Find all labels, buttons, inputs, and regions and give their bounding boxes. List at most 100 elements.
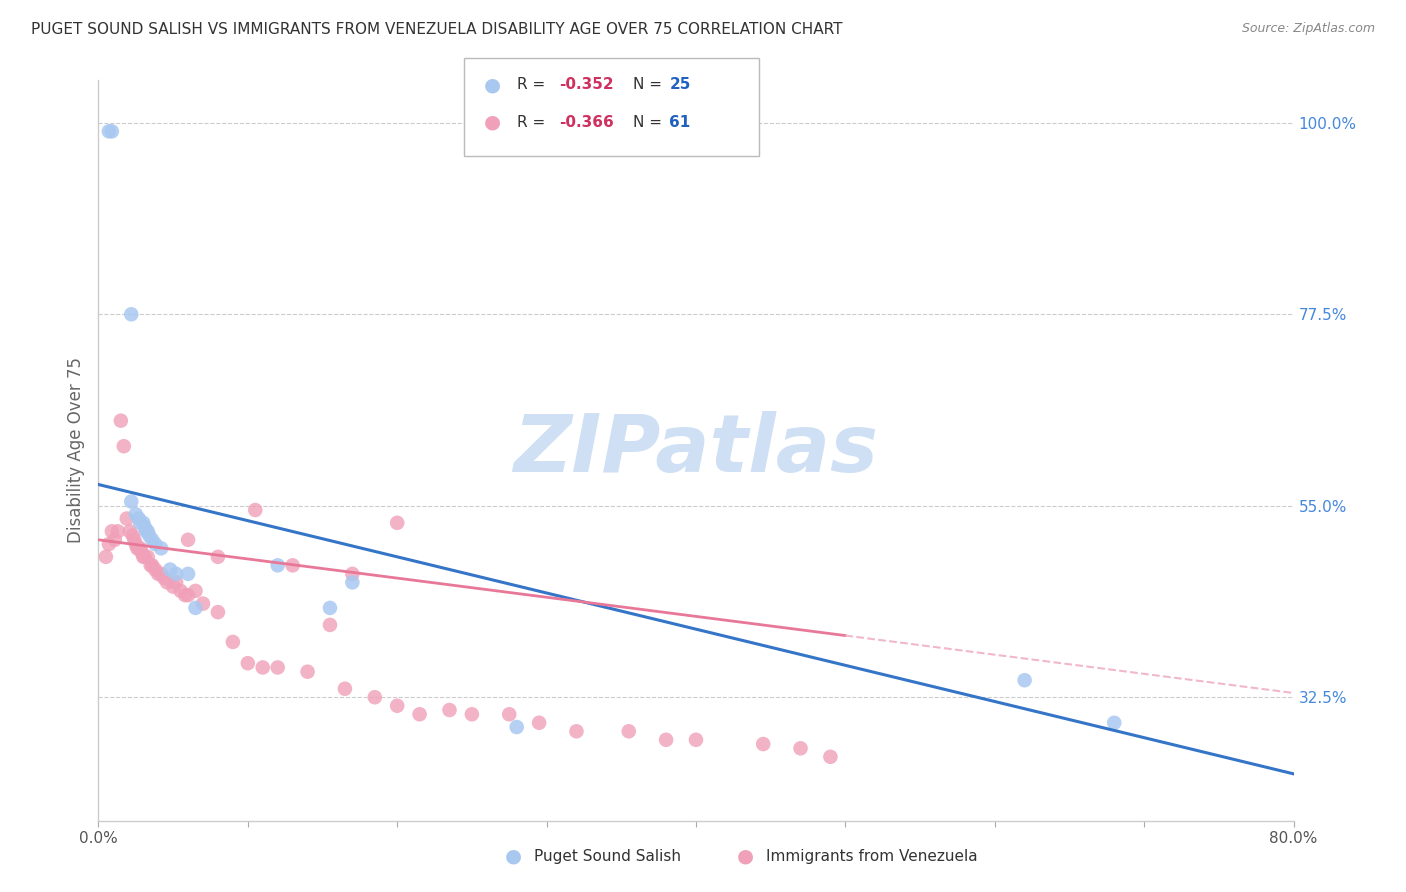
- Point: [1014, 673, 1036, 688]
- Point: [236, 657, 259, 671]
- Point: [115, 511, 138, 525]
- Point: [207, 605, 229, 619]
- Point: [498, 707, 520, 722]
- Point: [134, 520, 156, 534]
- Point: [461, 707, 484, 722]
- Point: [125, 508, 148, 522]
- Point: [139, 558, 162, 573]
- Point: [1104, 715, 1126, 730]
- Point: [333, 681, 356, 696]
- Point: [655, 732, 678, 747]
- Point: [124, 533, 146, 547]
- Point: [104, 533, 127, 547]
- Point: [177, 533, 200, 547]
- Point: [110, 414, 132, 428]
- Point: [143, 537, 166, 551]
- Point: [101, 524, 124, 539]
- Point: [136, 524, 159, 539]
- Point: [125, 537, 148, 551]
- Text: N =: N =: [633, 115, 666, 129]
- Point: [101, 124, 124, 138]
- Point: [134, 549, 156, 564]
- Point: [153, 571, 176, 585]
- Point: [120, 494, 142, 508]
- Point: [128, 541, 150, 556]
- Text: ●: ●: [737, 847, 754, 866]
- Point: [159, 563, 181, 577]
- Point: [789, 741, 811, 756]
- Point: [121, 528, 143, 542]
- Point: [408, 707, 430, 722]
- Point: [685, 732, 707, 747]
- Point: [141, 558, 163, 573]
- Point: [129, 516, 152, 530]
- Text: R =: R =: [517, 115, 551, 129]
- Point: [565, 724, 588, 739]
- Point: [150, 541, 173, 556]
- Point: [191, 597, 214, 611]
- Point: [439, 703, 461, 717]
- Text: ZIPatlas: ZIPatlas: [513, 411, 879, 490]
- Text: R =: R =: [517, 78, 551, 92]
- Point: [177, 566, 200, 581]
- Point: [97, 537, 120, 551]
- Text: Immigrants from Venezuela: Immigrants from Venezuela: [766, 849, 979, 863]
- Text: -0.366: -0.366: [560, 115, 614, 129]
- Text: Source: ZipAtlas.com: Source: ZipAtlas.com: [1241, 22, 1375, 36]
- Point: [342, 566, 364, 581]
- Point: [267, 558, 290, 573]
- Text: 25: 25: [669, 78, 690, 92]
- Point: [162, 580, 184, 594]
- Point: [112, 439, 135, 453]
- Text: Puget Sound Salish: Puget Sound Salish: [534, 849, 682, 863]
- Point: [128, 511, 150, 525]
- Point: [184, 583, 207, 598]
- Point: [222, 635, 245, 649]
- Point: [319, 600, 342, 615]
- Point: [150, 566, 173, 581]
- Text: PUGET SOUND SALISH VS IMMIGRANTS FROM VENEZUELA DISABILITY AGE OVER 75 CORRELATI: PUGET SOUND SALISH VS IMMIGRANTS FROM VE…: [31, 22, 842, 37]
- Point: [127, 541, 149, 556]
- Point: [148, 566, 170, 581]
- Point: [385, 516, 409, 530]
- Point: [107, 524, 129, 539]
- Point: [364, 690, 387, 705]
- Point: [141, 533, 163, 547]
- Text: 61: 61: [669, 115, 690, 129]
- Point: [174, 588, 197, 602]
- Point: [131, 545, 153, 559]
- Point: [169, 583, 191, 598]
- Point: [165, 566, 187, 581]
- Point: [156, 575, 179, 590]
- Point: [385, 698, 409, 713]
- Point: [132, 516, 155, 530]
- Point: [118, 524, 141, 539]
- Point: [245, 503, 267, 517]
- Point: [97, 124, 120, 138]
- Point: [342, 575, 364, 590]
- Point: [135, 524, 157, 539]
- Point: [132, 549, 155, 564]
- Point: [120, 307, 142, 321]
- Point: [820, 749, 842, 764]
- Text: ●: ●: [484, 112, 501, 132]
- Point: [94, 549, 117, 564]
- Text: N =: N =: [633, 78, 666, 92]
- Point: [319, 618, 342, 632]
- Point: [267, 660, 290, 674]
- Point: [752, 737, 775, 751]
- Point: [184, 600, 207, 615]
- Point: [129, 541, 152, 556]
- Point: [617, 724, 640, 739]
- Point: [252, 660, 274, 674]
- Point: [143, 563, 166, 577]
- Text: -0.352: -0.352: [560, 78, 614, 92]
- Point: [207, 549, 229, 564]
- Point: [136, 549, 159, 564]
- Point: [165, 575, 187, 590]
- Text: ●: ●: [505, 847, 522, 866]
- Point: [138, 528, 160, 542]
- Point: [527, 715, 550, 730]
- Y-axis label: Disability Age Over 75: Disability Age Over 75: [66, 358, 84, 543]
- Point: [177, 588, 200, 602]
